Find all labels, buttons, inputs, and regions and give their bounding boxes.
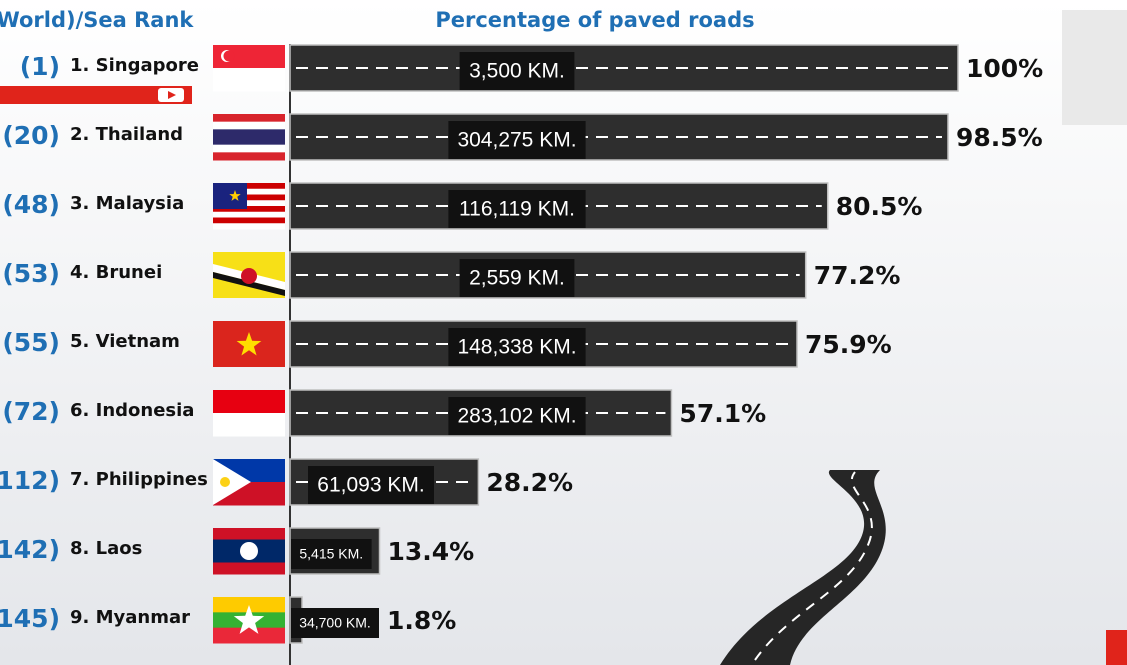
flag-stripe xyxy=(213,188,285,195)
world-rank: (112) xyxy=(0,466,60,495)
rank-header: World)/Sea Rank xyxy=(0,8,194,32)
category-label: 2. Thailand xyxy=(70,124,183,145)
flag-stripe xyxy=(213,183,285,190)
world-rank: (142) xyxy=(0,535,60,564)
side-panel xyxy=(1062,10,1127,125)
flag-stripe xyxy=(213,121,285,130)
flag-moon xyxy=(223,50,235,62)
category-label: 5. Vietnam xyxy=(70,331,180,352)
km-label: 5,415 KM. xyxy=(299,546,363,562)
value-label: 75.9% xyxy=(805,330,892,359)
value-label: 13.4% xyxy=(388,537,475,566)
km-label-box xyxy=(308,466,434,504)
flag-stripe xyxy=(213,194,285,201)
category-label: 4. Brunei xyxy=(70,262,162,283)
world-rank: (48) xyxy=(2,190,60,219)
km-label-box xyxy=(459,259,575,297)
flag-stripe xyxy=(213,206,285,213)
flag-stripe xyxy=(213,211,285,218)
km-label-box xyxy=(459,52,575,90)
flag-stripe xyxy=(213,597,285,613)
flag xyxy=(213,252,285,298)
world-rank: (55) xyxy=(2,328,60,357)
value-label: 98.5% xyxy=(956,123,1043,152)
world-rank: (53) xyxy=(2,259,60,288)
value-label: 28.2% xyxy=(486,468,573,497)
flag-stripe xyxy=(213,413,285,437)
km-label: 34,700 KM. xyxy=(299,615,371,631)
corner-badge xyxy=(1106,630,1127,665)
km-label: 304,275 KM. xyxy=(457,129,576,152)
flag-stripe xyxy=(213,390,285,414)
km-label-box xyxy=(291,608,379,638)
flag-stripe xyxy=(213,45,285,69)
flag-sun xyxy=(220,477,230,487)
value-label: 100% xyxy=(966,54,1043,83)
play-triangle xyxy=(168,91,176,99)
flag-stripe xyxy=(213,200,285,207)
flag xyxy=(213,597,285,644)
world-rank: (1) xyxy=(20,52,60,81)
km-label: 61,093 KM. xyxy=(317,474,424,497)
flag xyxy=(213,528,285,575)
category-label: 6. Indonesia xyxy=(70,400,194,421)
category-label: 9. Myanmar xyxy=(70,607,190,628)
km-label-box xyxy=(448,121,586,159)
flag-stripe xyxy=(213,68,285,92)
road-dashes xyxy=(754,471,873,661)
flag-stripe xyxy=(213,627,285,644)
flag xyxy=(213,390,285,437)
category-label: 8. Laos xyxy=(70,538,142,559)
road-illustration xyxy=(720,470,886,665)
world-rank: (145) xyxy=(0,604,60,633)
flag-stripe xyxy=(213,137,285,146)
flag xyxy=(213,45,285,92)
flag-star xyxy=(229,190,241,201)
flag-disc xyxy=(240,542,258,560)
flag-stripe xyxy=(213,152,285,161)
flag-emblem xyxy=(241,268,257,284)
world-rank: (20) xyxy=(2,121,60,150)
value-label: 77.2% xyxy=(814,261,901,290)
flag-stripe xyxy=(213,114,285,123)
value-label: 1.8% xyxy=(387,606,456,635)
flag-stripe xyxy=(213,144,285,153)
category-label: 3. Malaysia xyxy=(70,193,184,214)
value-label: 80.5% xyxy=(836,192,923,221)
km-label: 2,559 KM. xyxy=(469,267,565,290)
flag xyxy=(213,321,285,367)
category-label: 7. Philippines xyxy=(70,469,208,490)
flag-stripe xyxy=(213,129,285,138)
world-rank: (72) xyxy=(2,397,60,426)
km-label: 283,102 KM. xyxy=(457,405,576,428)
flag-stripe xyxy=(213,562,285,575)
km-label-box xyxy=(291,539,372,569)
flag-canton xyxy=(213,183,247,209)
flag-stripe xyxy=(213,528,285,540)
chart-title: Percentage of paved roads xyxy=(435,8,754,32)
flag-star xyxy=(236,332,262,356)
km-label-box xyxy=(448,397,586,435)
km-label: 3,500 KM. xyxy=(469,60,565,83)
flag xyxy=(213,183,285,230)
channel-banner xyxy=(0,86,192,104)
flag-triangle xyxy=(213,459,251,505)
flag xyxy=(213,459,285,506)
flag-star xyxy=(233,605,265,634)
flag-stripe xyxy=(213,223,285,230)
km-label-box xyxy=(448,190,586,228)
km-label-box xyxy=(448,328,586,366)
km-label: 116,119 KM. xyxy=(459,198,575,221)
flag xyxy=(213,114,285,161)
flag-stripe xyxy=(213,217,285,224)
km-label: 148,338 KM. xyxy=(457,336,576,359)
value-label: 57.1% xyxy=(679,399,766,428)
category-label: 1. Singapore xyxy=(70,55,199,76)
